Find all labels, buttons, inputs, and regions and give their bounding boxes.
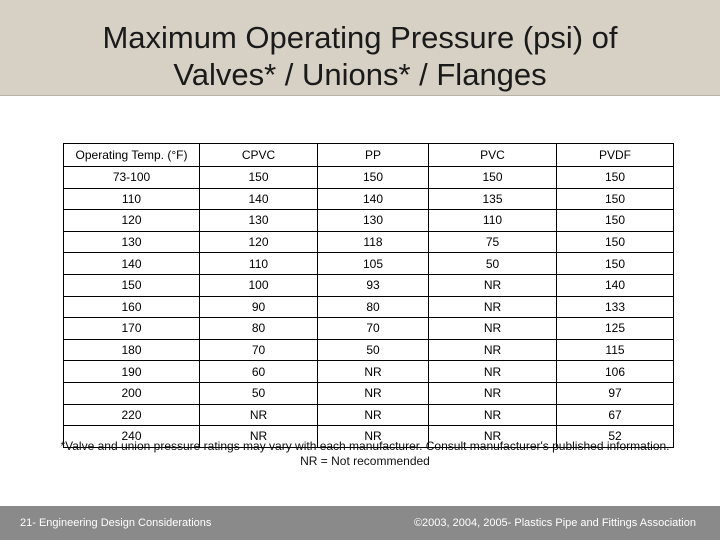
table-row: 190 60 NR NR 106 <box>63 360 674 383</box>
table-cell: 80 <box>199 317 318 340</box>
table-cell: 110 <box>199 252 318 275</box>
table-cell: 150 <box>317 166 429 189</box>
title: Valves* / Unions* / Flanges <box>173 57 547 92</box>
table-cell: 133 <box>556 295 674 319</box>
table-cell: 220 <box>63 403 200 427</box>
table-cell: 150 <box>556 209 674 232</box>
table-row: 240 NR NR NR 52 <box>63 425 674 448</box>
table-cell: 200 <box>63 381 200 405</box>
table-cell: 105 <box>317 252 429 275</box>
table-cell: 170 <box>63 317 200 340</box>
table-cell: 120 <box>63 209 200 232</box>
table-row: 110 140 140 135 150 <box>63 187 674 211</box>
table-row: 73-100 150 150 150 150 <box>63 166 674 189</box>
header-cell: Operating Temp. (°F) <box>63 143 200 167</box>
table-cell: 180 <box>63 338 200 362</box>
table-cell: 50 <box>428 252 557 275</box>
table-row: 180 70 50 NR 115 <box>63 338 674 362</box>
title: Maximum Operating Pressure (psi) of <box>102 20 618 55</box>
table-cell: 240 <box>63 425 200 448</box>
table-row: 200 50 NR NR 97 <box>63 381 674 405</box>
header-cell: PP <box>317 143 429 167</box>
table-cell: 160 <box>63 295 200 319</box>
table-cell: NR <box>428 403 557 427</box>
table-cell: NR <box>428 425 557 448</box>
table-cell: 93 <box>317 273 429 297</box>
table-cell: 130 <box>63 230 200 254</box>
table-cell: 80 <box>317 295 429 319</box>
table-cell: NR <box>199 403 318 427</box>
table-cell: 120 <box>199 230 318 254</box>
table-cell: 135 <box>428 187 557 211</box>
table-cell: 50 <box>199 381 318 405</box>
table-cell: 150 <box>556 230 674 254</box>
table-cell: 190 <box>63 360 200 383</box>
table-row: 150 100 93 NR 140 <box>63 273 674 297</box>
table-row: 140 110 105 50 150 <box>63 252 674 275</box>
table-cell: 150 <box>556 187 674 211</box>
footer-left: 21- Engineering Design Considerations <box>20 517 212 529</box>
footer-right: ©2003, 2004, 2005- Plastics Pipe and Fit… <box>413 517 696 529</box>
table-cell: 75 <box>428 230 557 254</box>
table-cell: 150 <box>556 252 674 275</box>
table-cell: 130 <box>317 209 429 232</box>
table-cell: 90 <box>199 295 318 319</box>
table-cell: 60 <box>199 360 318 383</box>
table-cell: 50 <box>317 338 429 362</box>
table-cell: 140 <box>199 187 318 211</box>
table-cell: 125 <box>556 317 674 340</box>
header-row: Operating Temp. (°F) CPVC PP PVC PVDF <box>63 143 674 167</box>
table-cell: 150 <box>428 166 557 189</box>
header-cell: PVDF <box>556 143 674 167</box>
table-cell: 140 <box>556 273 674 297</box>
table-cell: 73-100 <box>63 166 200 189</box>
table-cell: 67 <box>556 403 674 427</box>
footnote: *Valve and union pressure ratings may va… <box>60 439 670 453</box>
notes: *Valve and union pressure ratings may va… <box>60 439 670 469</box>
header-cell: PVC <box>428 143 557 167</box>
table-cell: 97 <box>556 381 674 405</box>
table-cell: 115 <box>556 338 674 362</box>
table-row: 160 90 80 NR 133 <box>63 295 674 319</box>
table-cell: NR <box>317 381 429 405</box>
table-cell: 140 <box>317 187 429 211</box>
table-cell: NR <box>317 425 429 448</box>
table-cell: 70 <box>317 317 429 340</box>
table-cell: NR <box>428 338 557 362</box>
table-cell: NR <box>428 295 557 319</box>
table-cell: 150 <box>63 273 200 297</box>
table-cell: 110 <box>428 209 557 232</box>
table-row: 220 NR NR NR 67 <box>63 403 674 427</box>
footer: 21- Engineering Design Considerations ©2… <box>0 506 720 540</box>
table-cell: NR <box>428 317 557 340</box>
table-cell: 150 <box>199 166 318 189</box>
table-row: 170 80 70 NR 125 <box>63 317 674 340</box>
table-cell: 70 <box>199 338 318 362</box>
table-cell: 130 <box>199 209 318 232</box>
table-cell: NR <box>428 360 557 383</box>
table-cell: 100 <box>199 273 318 297</box>
table-cell: 106 <box>556 360 674 383</box>
table-cell: NR <box>428 381 557 405</box>
table-cell: NR <box>317 403 429 427</box>
pressure-table: Operating Temp. (°F) CPVC PP PVC PVDF 73-100 1… <box>63 143 674 448</box>
table-cell: 52 <box>556 425 674 448</box>
footnote: NR = Not recommended <box>300 454 430 468</box>
table-cell: NR <box>428 273 557 297</box>
table-cell: 118 <box>317 230 429 254</box>
header-cell: CPVC <box>199 143 318 167</box>
table-cell: NR <box>317 360 429 383</box>
table-cell: 140 <box>63 252 200 275</box>
table-cell: 110 <box>63 187 200 211</box>
table-row: 130 120 118 75 150 <box>63 230 674 254</box>
table-cell: 150 <box>556 166 674 189</box>
title-band: Maximum Operating Pressure (psi) of Valv… <box>0 0 720 96</box>
table-row: 120 130 130 110 150 <box>63 209 674 232</box>
